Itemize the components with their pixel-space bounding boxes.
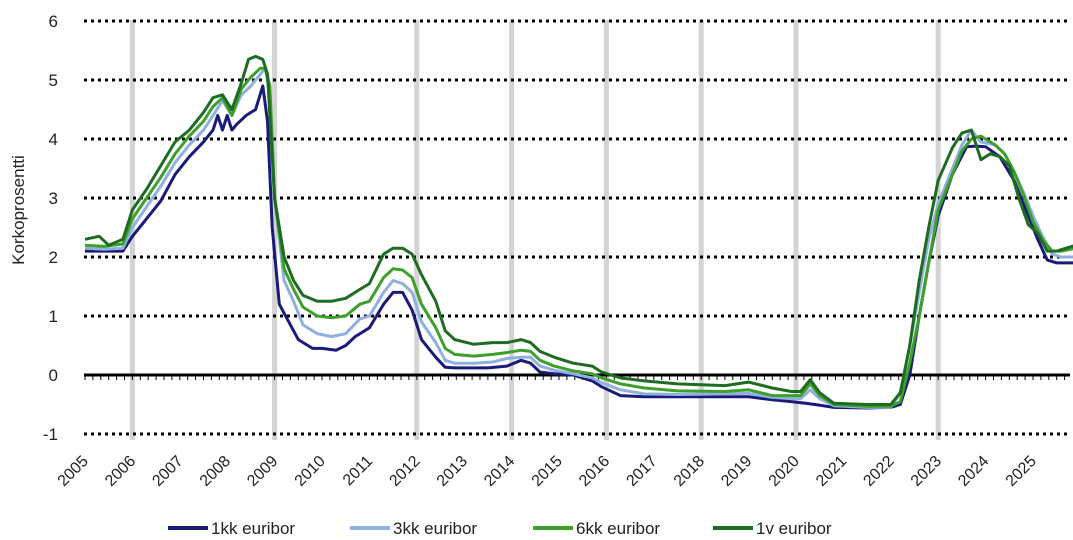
x-tick-label: 2020 — [766, 453, 803, 490]
y-axis-label: Korkoprosentti — [9, 155, 28, 265]
x-tick-label: 2007 — [149, 453, 186, 490]
y-tick-label: 0 — [49, 366, 58, 385]
legend-label: 1kk euribor — [211, 519, 295, 538]
y-tick-label: 6 — [49, 12, 58, 31]
y-tick-label: 3 — [49, 189, 58, 208]
x-tick-label: 2006 — [102, 453, 139, 490]
series-line-3 — [84, 66, 1073, 408]
x-tick-label: 2011 — [340, 453, 376, 489]
y-axis-tick-labels: -1 0 1 2 3 4 5 6 — [43, 12, 58, 444]
x-tick-label: 2008 — [197, 453, 234, 490]
y-tick-label: -1 — [43, 425, 58, 444]
x-axis-tick-labels: 2005 2006 2007 2008 2009 2010 2011 2012 2013 2014… — [55, 453, 1040, 490]
x-tick-label: 2014 — [481, 453, 518, 490]
series-lines — [84, 54, 1073, 410]
x-tick-label: 2016 — [576, 453, 613, 490]
y-tick-label: 1 — [49, 307, 58, 326]
legend-label: 3kk euribor — [393, 519, 477, 538]
x-tick-label: 2019 — [718, 453, 755, 490]
x-tick-label: 2021 — [813, 453, 850, 490]
x-tick-label: 2013 — [434, 453, 471, 490]
legend-label: 1v euribor — [756, 519, 832, 538]
vertical-year-bands — [129, 20, 941, 440]
x-tick-label: 2023 — [908, 453, 945, 490]
x-tick-label: 2005 — [55, 453, 92, 490]
y-tick-label: 4 — [49, 130, 58, 149]
x-tick-label: 2017 — [623, 453, 660, 490]
horizontal-gridlines — [84, 19, 1070, 436]
legend: 1kk euribor 3kk euribor 6kk euribor 1v euri… — [168, 519, 832, 538]
legend-label: 6kk euribor — [576, 519, 660, 538]
x-tick-label: 2022 — [860, 453, 897, 490]
x-tick-label: 2009 — [244, 453, 281, 490]
y-tick-label: 5 — [49, 71, 58, 90]
x-tick-label: 2018 — [671, 453, 708, 490]
x-tick-label: 2025 — [1003, 453, 1040, 490]
series-line-2 — [84, 66, 1073, 409]
x-tick-label: 2015 — [529, 453, 566, 490]
y-tick-label: 2 — [49, 248, 58, 267]
x-tick-label: 2012 — [386, 453, 423, 490]
series-line-4 — [84, 54, 1073, 406]
x-tick-label: 2010 — [292, 453, 329, 490]
x-tick-label: 2024 — [955, 453, 992, 490]
